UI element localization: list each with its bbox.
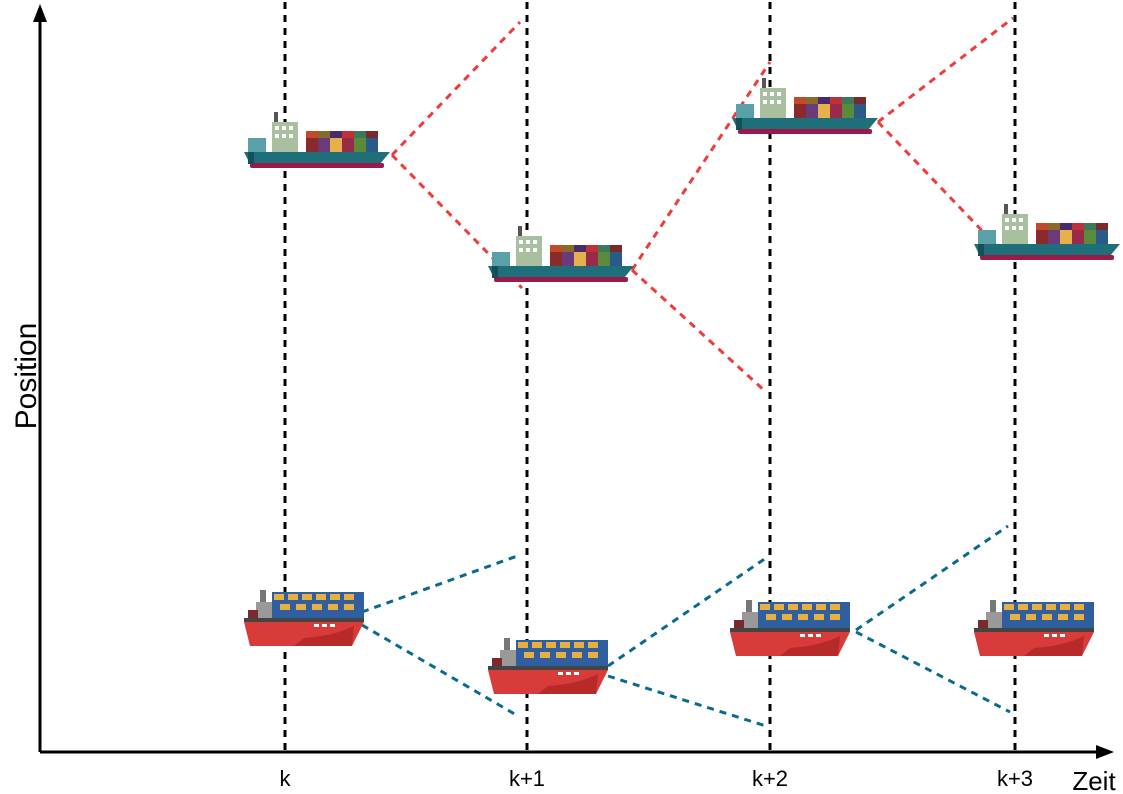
blue-path-segment — [855, 524, 1009, 632]
blue-path-segment — [607, 674, 767, 728]
container-ship-icon — [732, 78, 878, 134]
time-lines — [283, 2, 1017, 752]
tick-label-k3: k+3 — [997, 766, 1033, 791]
axes — [33, 4, 1114, 759]
x-axis-label: Zeit — [1072, 766, 1116, 794]
red-path-segment — [877, 16, 1014, 124]
red-path-segment — [390, 153, 524, 290]
y-axis-label: Position — [10, 323, 43, 430]
red-path-segment — [630, 268, 768, 394]
tick-label-k2: k+2 — [752, 766, 788, 791]
y-axis-arrow — [33, 4, 47, 22]
x-axis-arrow — [1096, 745, 1114, 759]
container-ship-icon — [974, 204, 1120, 260]
blue-path-segment — [855, 630, 1011, 714]
feeder-ship-icon — [244, 590, 364, 646]
tick-label-k1: k+1 — [509, 766, 545, 791]
red-path-segment — [630, 61, 772, 271]
blue-prediction-paths — [361, 524, 1011, 728]
red-prediction-paths — [390, 16, 1014, 394]
feeder-ship-icon — [974, 600, 1094, 656]
feeder-ship-icon — [730, 600, 850, 656]
tick-label-k: k — [280, 766, 292, 791]
blue-path-segment — [361, 553, 521, 614]
blue-path-segment — [361, 623, 519, 718]
red-path-segment — [390, 20, 522, 157]
feeder-ship-icon — [488, 638, 608, 694]
container-ship-icon — [244, 112, 390, 168]
blue-path-segment — [607, 556, 767, 668]
container-ship-icon — [488, 226, 634, 282]
